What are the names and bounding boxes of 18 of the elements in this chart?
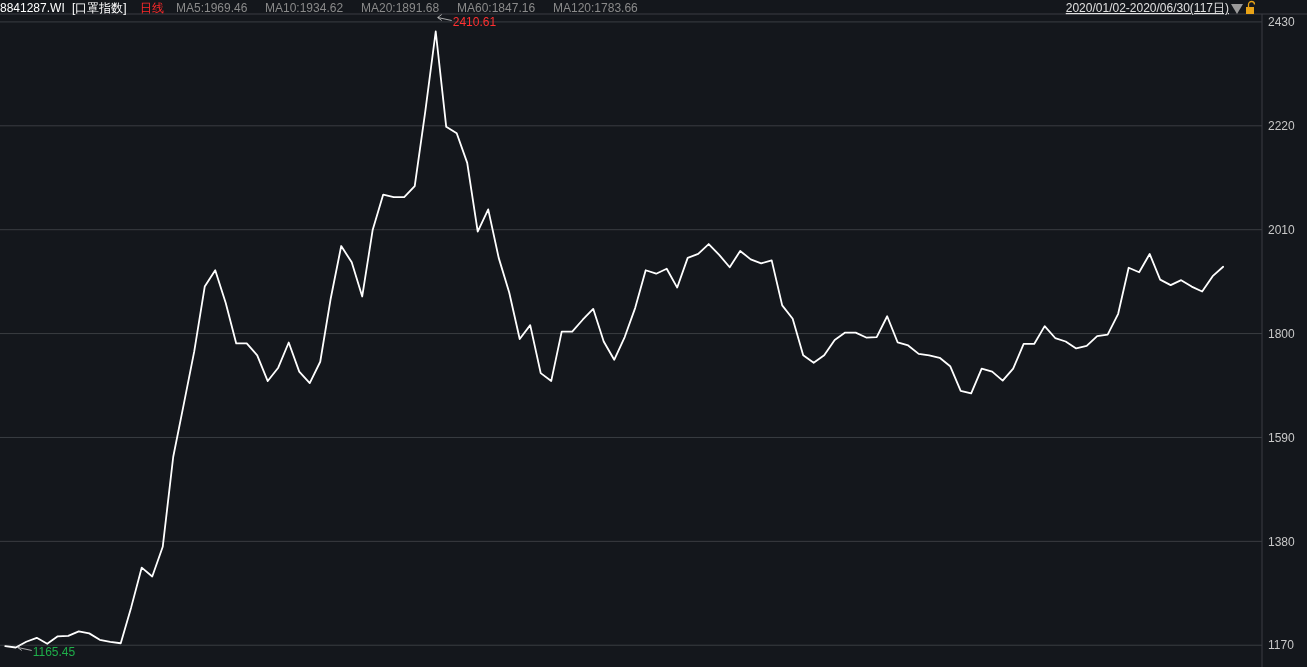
y-tick-label: 2220: [1268, 119, 1296, 133]
y-tick-label: 1590: [1268, 430, 1296, 445]
y-tick-label: 2010: [1268, 222, 1296, 237]
annotation: 2410.61: [452, 14, 497, 29]
chart-subtitle: [口罩指数]: [72, 1, 127, 15]
annotation: MA10:1934.62: [265, 1, 344, 15]
annotation: MA60:1847.16: [457, 1, 536, 15]
annotation: 日线: [140, 1, 164, 15]
annotation: MA20:1891.68: [361, 1, 440, 15]
annotation: 1165.45: [32, 644, 76, 659]
annotation: MA120:1783.66: [553, 1, 639, 15]
y-tick-label: 2430: [1268, 15, 1296, 30]
chart-title: 8841287.WI: [0, 1, 65, 15]
annotation: 2020/01/02-2020/06/30(117日): [1065, 1, 1229, 15]
y-tick-label: 1170: [1268, 638, 1295, 653]
annotation: MA5:1969.46: [176, 1, 248, 15]
y-tick-label: 1380: [1268, 534, 1296, 549]
y-tick-label: 1800: [1268, 326, 1296, 341]
